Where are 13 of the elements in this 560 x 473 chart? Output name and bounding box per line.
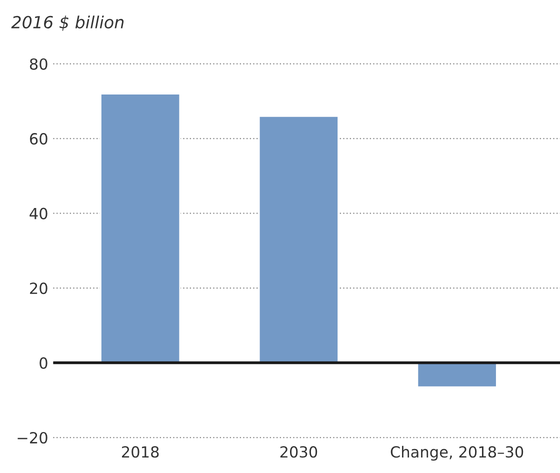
y-tick-label: 80 bbox=[30, 58, 48, 70]
y-tick-label: 0 bbox=[40, 357, 48, 369]
y-tick-label: 20 bbox=[30, 282, 48, 294]
bar bbox=[100, 93, 181, 364]
y-tick-label: −20 bbox=[18, 432, 48, 444]
y-tick-label: 60 bbox=[30, 133, 48, 145]
x-tick-label: 2018 bbox=[122, 446, 159, 458]
y-axis-title: 2016 $ billion bbox=[11, 16, 124, 31]
x-tick-label: 2030 bbox=[280, 446, 318, 458]
x-tick-label: Change, 2018–30 bbox=[390, 446, 524, 461]
y-tick-label: 40 bbox=[30, 208, 48, 220]
bar bbox=[416, 362, 498, 388]
bar bbox=[258, 115, 339, 364]
